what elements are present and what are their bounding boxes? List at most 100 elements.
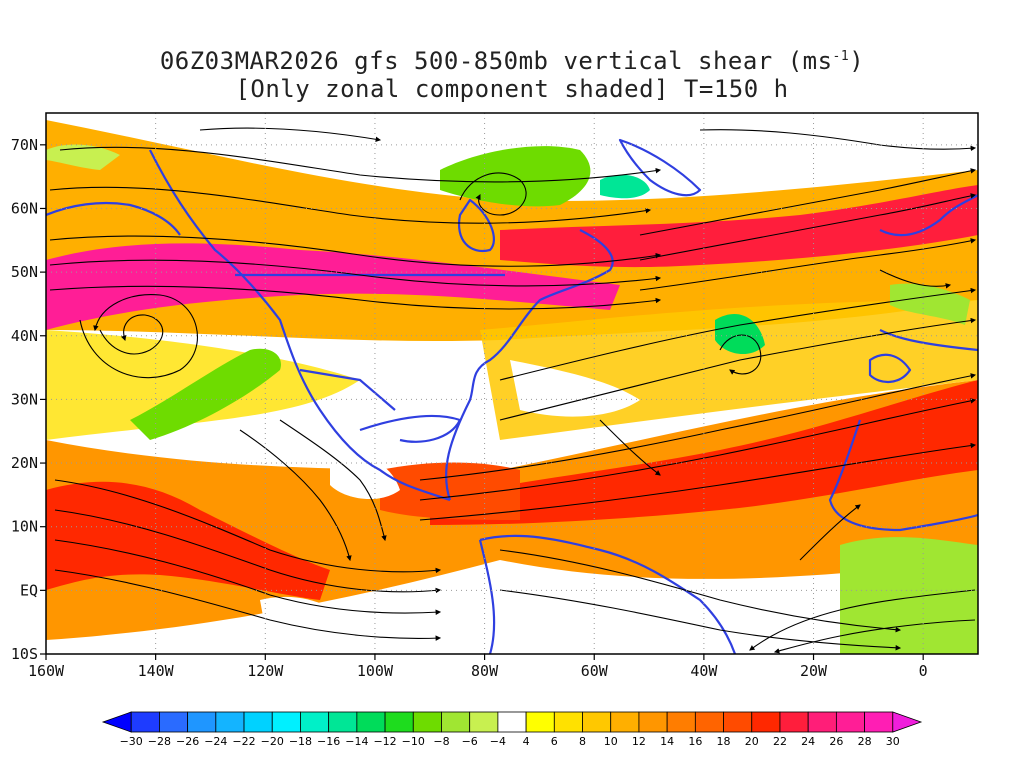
coastlines xyxy=(46,138,978,654)
colorbar-label: 22 xyxy=(773,735,787,748)
streamline xyxy=(499,317,977,421)
chart-title-line2: [Only zonal component shaded] T=150 h xyxy=(235,75,789,103)
streamline xyxy=(499,589,902,651)
colorbar-label: 30 xyxy=(886,735,900,748)
colorbar-label: 4 xyxy=(523,735,530,748)
coastline-south-america xyxy=(478,534,737,654)
shading-layer xyxy=(46,120,978,654)
lat-tick-label: 40N xyxy=(11,327,38,345)
streamline xyxy=(459,172,527,216)
colorbar-label: −22 xyxy=(232,735,255,748)
colorbar-label: 12 xyxy=(632,735,646,748)
colorbar-cell xyxy=(723,711,753,733)
streamline xyxy=(749,589,976,651)
colorbar-label: −16 xyxy=(317,735,340,748)
shading-jet-northpacific xyxy=(46,243,620,330)
lon-tick-label: 140W xyxy=(138,662,175,680)
colorbar-label: −24 xyxy=(204,735,227,748)
chart-title-line1: 06Z03MAR2026 gfs 500-850mb vertical shea… xyxy=(0,48,1024,74)
colorbar-label: −18 xyxy=(289,735,312,748)
colorbar-cell xyxy=(553,711,583,733)
coastline-hudson-bay xyxy=(457,198,495,253)
lon-tick-label: 0 xyxy=(919,662,928,680)
streamline xyxy=(879,269,952,289)
colorbar-label: −8 xyxy=(433,735,449,748)
colorbar-cell xyxy=(243,711,273,733)
shading-jet-subtropical-atlantic xyxy=(430,380,978,525)
streamline xyxy=(699,129,977,152)
colorbar-cell xyxy=(694,711,724,733)
colorbar-cell xyxy=(130,711,160,733)
border-us-mexico xyxy=(299,368,396,411)
lon-tick-label: 120W xyxy=(247,662,284,680)
latitude-axis: 70N 60N 50N 40N 30N 20N 10N EQ 10S xyxy=(11,136,46,663)
colorbar-label: −26 xyxy=(176,735,199,748)
lat-tick-label: 50N xyxy=(11,263,38,281)
longitude-axis: 160W 140W 120W 100W 80W 60W 40W 20W 0 xyxy=(28,654,928,680)
shading-white-arctic xyxy=(640,124,800,162)
colorbar-cell xyxy=(187,711,217,733)
lon-tick-label: 60W xyxy=(581,662,609,680)
lon-tick-label: 40W xyxy=(690,662,718,680)
colorbar-labels: −30 −28 −26 −24 −22 −20 −18 −16 −14 −12 −10 −8 −6 −4 4… xyxy=(120,735,900,748)
colorbar-cell xyxy=(638,711,668,733)
colorbar-label: 24 xyxy=(801,735,815,748)
colorbar-label: 14 xyxy=(660,735,674,748)
colorbar-label: −30 xyxy=(120,735,143,748)
lon-tick-label: 100W xyxy=(357,662,394,680)
colorbar-cell xyxy=(525,711,555,733)
streamline xyxy=(49,186,652,224)
streamlines xyxy=(49,127,977,654)
title-unit-superscript: -1 xyxy=(832,49,850,64)
shading-jet-tropical-east xyxy=(380,462,520,520)
coastline-europe xyxy=(879,194,978,352)
colorbar-cell xyxy=(469,711,499,733)
streamline xyxy=(54,539,442,616)
streamline xyxy=(49,285,662,310)
colorbar-label: −12 xyxy=(373,735,396,748)
colorbar-label: 8 xyxy=(579,735,586,748)
colorbar-cell xyxy=(328,711,358,733)
lon-tick-label: 160W xyxy=(28,662,65,680)
lon-tick-label: 20W xyxy=(800,662,828,680)
map-plot-area xyxy=(46,113,978,654)
streamline xyxy=(54,569,442,641)
colorbar-cell xyxy=(835,711,865,733)
colorbar-label: 10 xyxy=(604,735,618,748)
colorbar-cell xyxy=(610,711,640,733)
coastline-gulf-mexico xyxy=(359,414,462,443)
colorbar-label: −10 xyxy=(402,735,425,748)
colorbar-cell xyxy=(159,711,189,733)
streamline xyxy=(199,127,382,142)
shading-white-southatlantic xyxy=(700,596,830,654)
streamline xyxy=(639,193,977,261)
colorbar-end-triangle-left xyxy=(101,711,132,733)
colorbar-cell xyxy=(384,711,414,733)
map-frame xyxy=(45,112,979,655)
colorbar-cell xyxy=(271,711,301,733)
streamline xyxy=(59,146,662,183)
streamline xyxy=(773,619,976,654)
colorbar-label: −20 xyxy=(261,735,284,748)
streamline xyxy=(499,549,902,633)
lat-tick-label: 70N xyxy=(11,136,38,154)
colorbar-label: −4 xyxy=(490,735,506,748)
colorbar-cell xyxy=(215,711,245,733)
colorbar-cell xyxy=(582,711,612,733)
colorbar-cell xyxy=(441,711,471,733)
streamline xyxy=(419,442,977,521)
streamline xyxy=(279,419,387,542)
streamline xyxy=(799,504,861,561)
colorbar-cell xyxy=(864,711,894,733)
colorbar-cell xyxy=(807,711,837,733)
colorbar-cells xyxy=(101,711,923,733)
lat-tick-label: 20N xyxy=(11,454,38,472)
colorbar-label: 26 xyxy=(829,735,843,748)
shading-white-eastpacific xyxy=(260,596,350,654)
colorbar-cell xyxy=(356,711,386,733)
shading-jet-subtropical-pacific xyxy=(46,481,330,600)
streamline xyxy=(419,398,977,501)
lat-tick-label: 10S xyxy=(11,645,38,663)
streamline xyxy=(239,429,352,562)
